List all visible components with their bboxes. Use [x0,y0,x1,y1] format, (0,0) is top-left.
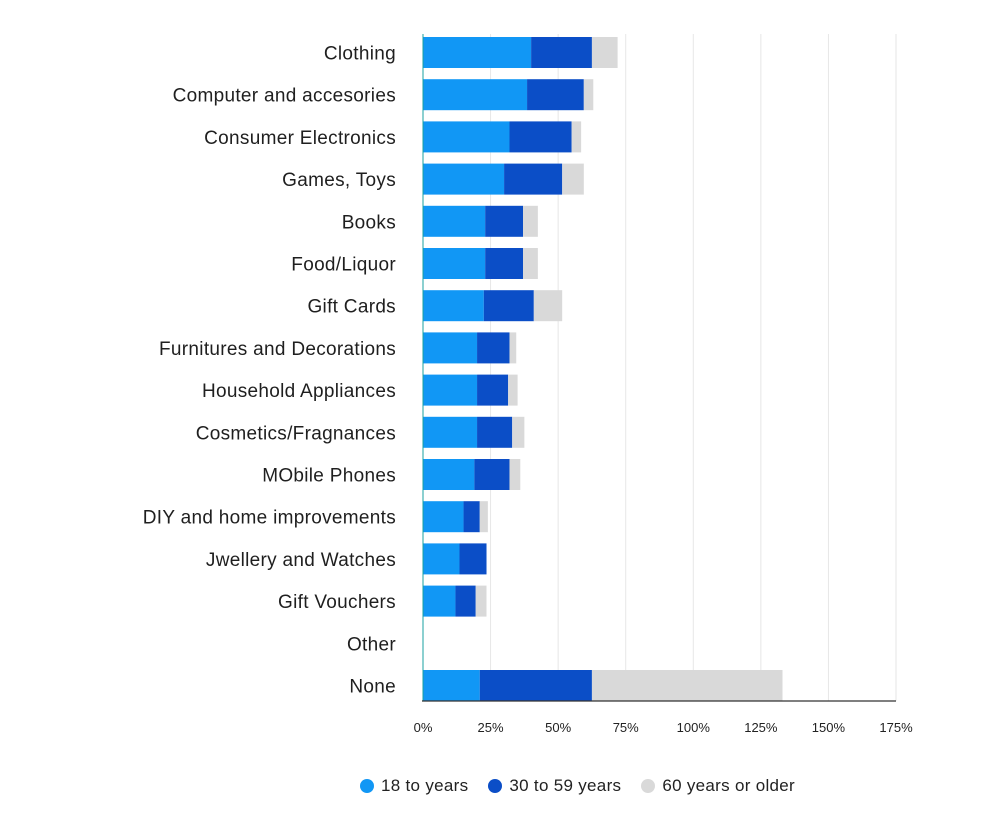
bar-segment [423,248,486,279]
category-label: Cosmetics/Fragnances [196,423,396,444]
bar-segment [479,670,592,701]
bar-segment [463,501,480,533]
bar-segment [483,290,534,322]
category-label: Games, Toys [282,170,396,191]
axes [422,34,896,702]
bar-segment [508,374,518,406]
bar-segment [504,163,563,195]
bar-segment [591,37,618,68]
bar-segment [423,332,478,364]
bar-segment [423,163,505,195]
bar-segment [477,416,513,448]
legend-label: 18 to years [380,776,469,795]
bar-segment [423,501,464,533]
bar-segment [533,290,563,322]
legend-swatch [641,779,656,793]
bar-segment [475,585,487,617]
bar-segment [531,37,592,68]
x-tick-label: 25% [478,720,504,735]
bar-segment [459,543,487,575]
legend-swatch [359,779,374,793]
x-tick-label: 50% [545,720,571,735]
legend-swatch [488,779,503,793]
category-label: Food/Liquor [291,255,396,276]
category-label: Gift Cards [307,297,396,318]
bar-segment [591,670,783,701]
bar-segment [423,290,484,322]
bar-segment [423,416,478,448]
bar-segment [423,121,510,153]
bar-segment [474,459,510,490]
x-tick-label: 175% [879,720,913,735]
legend-item: 60 years or older [641,776,795,796]
bar-segment [485,248,524,279]
bar-segment [509,121,572,153]
x-tick-label: 125% [744,720,778,735]
bar-segment [423,37,532,68]
legend-label: 60 years or older [662,776,795,795]
category-label: MObile Phones [262,466,396,487]
x-tick-label: 100% [677,720,711,735]
category-label: Computer and accesories [173,86,396,107]
legend-item: 30 to 59 years [488,776,621,796]
bar-segment [423,585,456,617]
x-tick-label: 150% [812,720,846,735]
legend-item: 18 to years [359,776,469,796]
x-tick-labels: 0% 25% 50% 75% 100% 125% 150% 175% [414,720,913,735]
bar-segment [562,163,584,195]
bar-segment [423,79,528,111]
category-label: Other [347,634,396,655]
category-label: None [349,677,396,698]
bar-segment [527,79,584,111]
x-tick-label: 75% [613,720,639,735]
bar-segment [509,459,521,490]
x-tick-label: 0% [414,720,433,735]
bar-segment [523,248,538,279]
bar-segment [512,416,525,448]
bar-segment [509,332,517,364]
bar-segment [479,501,488,533]
category-labels: Clothing Computer and accesories Consumer … [143,44,396,698]
category-label: Household Appliances [202,381,396,402]
legend-label: 30 to 59 years [509,776,622,795]
category-label: DIY and home improvements [143,508,396,529]
category-label: Books [342,212,396,233]
bar-segment [423,670,480,701]
category-label: Furnitures and Decorations [159,339,396,360]
category-label: Clothing [324,44,396,65]
bar-segment [423,374,478,406]
bar-segment [477,332,510,364]
bar-segment [477,374,509,406]
category-label: Consumer Electronics [204,128,396,149]
chart-legend: 18 to years 30 to 59 years 60 years or old… [0,776,1000,796]
bar-segment [423,459,475,490]
category-label: Jwellery and Watches [206,550,396,571]
category-label: Gift Vouchers [278,592,396,613]
bar-segment [571,121,582,153]
bar-segment [523,205,538,237]
bar-segment [455,585,476,617]
bar-segment [423,205,486,237]
bar-segment [485,205,524,237]
bar-segment [423,543,460,575]
bar-segment [583,79,594,111]
bars [423,37,783,701]
